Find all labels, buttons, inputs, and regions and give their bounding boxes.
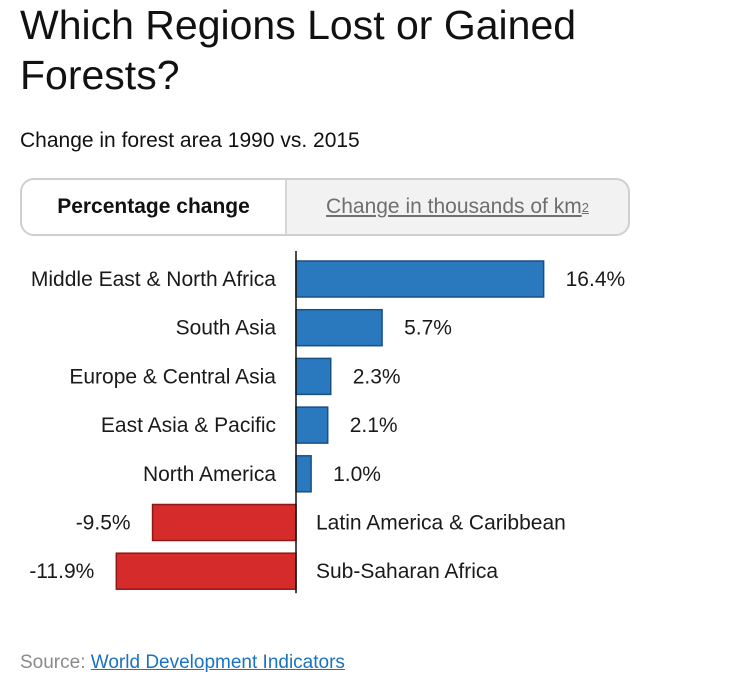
bar — [295, 455, 312, 493]
tab-superscript: 2 — [581, 199, 589, 215]
bar — [295, 260, 545, 298]
bar — [151, 503, 297, 542]
category-label: Latin America & Caribbean — [316, 512, 566, 535]
bar — [115, 552, 297, 590]
value-label: 5.7% — [404, 317, 452, 340]
value-label: -9.5% — [76, 512, 131, 535]
tab-change-thousands-km2[interactable]: Change in thousands of km 2 — [287, 180, 628, 234]
metric-toggle: Percentage change Change in thousands of… — [20, 178, 630, 236]
value-label: 1.0% — [333, 463, 381, 486]
category-label: Sub-Saharan Africa — [316, 560, 498, 583]
tab-percentage-change[interactable]: Percentage change — [22, 180, 287, 234]
category-label: East Asia & Pacific — [101, 414, 276, 437]
value-label: 2.3% — [353, 365, 401, 388]
category-label: South Asia — [176, 317, 277, 340]
bar — [295, 357, 332, 396]
category-label: Europe & Central Asia — [69, 365, 276, 388]
value-label: 2.1% — [350, 414, 398, 437]
category-label: North America — [143, 463, 276, 486]
source-prefix: Source: — [20, 652, 91, 673]
bar — [295, 308, 383, 347]
bar-chart: Middle East & North Africa 16.4% South Asi… — [29, 251, 626, 594]
value-label: 16.4% — [566, 268, 626, 291]
value-label: -11.9% — [29, 560, 94, 583]
category-label: Middle East & North Africa — [31, 268, 276, 291]
bar — [295, 406, 329, 444]
source-link[interactable]: World Development Indicators — [90, 652, 345, 673]
tab-change-thousands-km2-label: Change in thousands of km — [326, 195, 582, 218]
chart-subtitle: Change in forest area 1990 vs. 2015 — [20, 129, 360, 152]
tab-percentage-change-label: Percentage change — [57, 195, 250, 218]
chart-title: Which Regions Lost or Gained Forests? — [20, 2, 577, 98]
source-line: Source: World Development Indicators — [20, 650, 345, 676]
